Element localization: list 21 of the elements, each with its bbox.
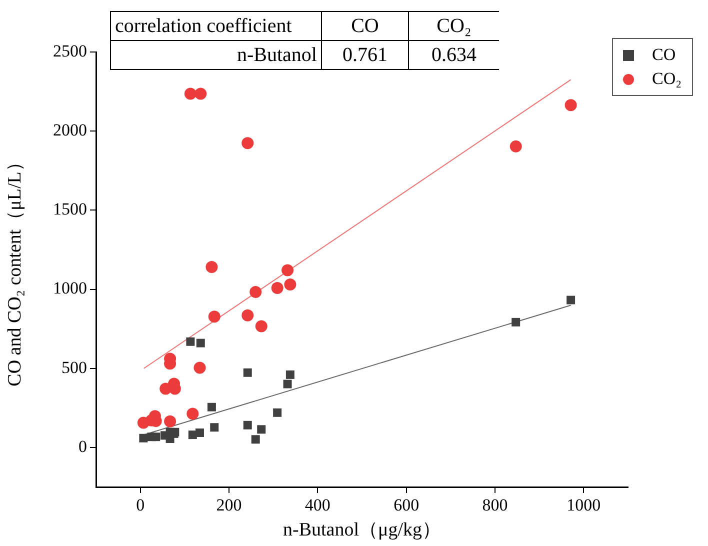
y-tick-label: 1000 (53, 278, 87, 298)
y-axis-title: CO and CO₂ content（μL/L） (4, 152, 26, 386)
legend-label: CO₂ (652, 69, 682, 89)
x-tick-label: 800 (482, 496, 508, 515)
x-tick-label: 1000 (566, 496, 601, 515)
y-tick-label: 2500 (53, 41, 87, 60)
x-tick-label: 0 (136, 496, 145, 515)
annotation: 0.761 (322, 40, 408, 70)
x-tick-label: 200 (216, 496, 242, 515)
x-axis-title: n-Butanol（μg/kg） (283, 520, 441, 541)
y-tick-label: 0 (78, 436, 87, 456)
text: correlation coefficient (110, 12, 322, 40)
x-tick-label: 600 (394, 496, 420, 515)
text: CO (322, 12, 408, 40)
legend-label: CO (652, 45, 676, 65)
y-tick-label: 500 (62, 358, 87, 377)
y-tick-label: 2000 (53, 120, 87, 140)
text: CO₂ (408, 12, 499, 40)
x-tick-label: 400 (304, 496, 330, 515)
y-tick-label: 1500 (53, 200, 87, 219)
annotation: n-Butanol (110, 40, 322, 70)
